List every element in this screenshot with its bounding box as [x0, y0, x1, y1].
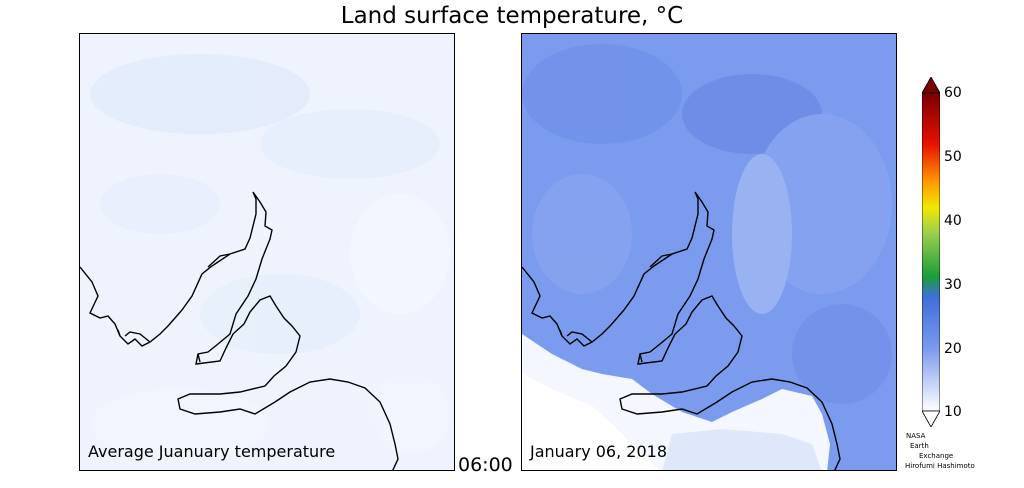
colorbar-tick: 50 [944, 149, 962, 165]
credit-earth: Earth [910, 442, 929, 450]
coastline [80, 191, 399, 470]
map-average-january [80, 54, 450, 470]
colorbar [922, 77, 940, 427]
map-panel-average: Average Juanuary temperature [79, 33, 455, 471]
colorbar-tick: 60 [944, 85, 962, 101]
coastline [522, 191, 841, 470]
credit-author: Hirofumi Hashimoto [905, 462, 975, 470]
time-label: 06:00 [458, 454, 513, 476]
colorbar-tick: 40 [944, 213, 962, 229]
colorbar-tick: 20 [944, 341, 962, 357]
colorbar-tick: 30 [944, 277, 962, 293]
colorbar-tick: 10 [944, 404, 962, 420]
map-title: Land surface temperature, °C [340, 3, 684, 29]
colorbar-extend-min [922, 410, 940, 427]
colorbar-extend-max [922, 77, 940, 94]
credit-exchange: Exchange [919, 452, 954, 460]
colorbar-body [922, 92, 940, 412]
credit-nasa: NASA [906, 432, 926, 440]
panel-caption-average: Average Juanuary temperature [88, 442, 336, 461]
panel-caption-date: January 06, 2018 [530, 442, 667, 461]
map-panel-daily: January 06, 2018 [521, 33, 897, 471]
map-january-06 [522, 44, 892, 470]
